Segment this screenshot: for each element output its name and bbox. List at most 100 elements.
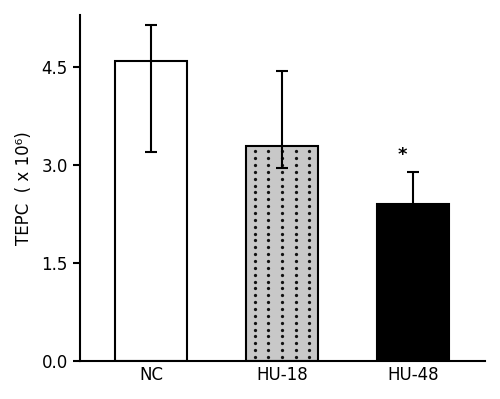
Point [250, 306, 258, 312]
Point [278, 148, 286, 154]
Point [264, 237, 272, 244]
Point [306, 272, 314, 278]
Point [278, 265, 286, 271]
Point [278, 155, 286, 161]
Point [250, 333, 258, 340]
Point [306, 320, 314, 326]
Point [278, 285, 286, 292]
Point [278, 182, 286, 189]
Point [292, 244, 300, 251]
Point [264, 285, 272, 292]
Point [278, 210, 286, 216]
Point [292, 176, 300, 182]
Point [306, 189, 314, 196]
Point [278, 292, 286, 298]
Point [250, 196, 258, 203]
Point [292, 292, 300, 298]
Point [278, 237, 286, 244]
Point [306, 237, 314, 244]
Point [264, 148, 272, 154]
Y-axis label: TEPC  ( x 10⁶): TEPC ( x 10⁶) [15, 131, 33, 245]
Point [278, 320, 286, 326]
Point [250, 169, 258, 175]
Point [306, 306, 314, 312]
Point [264, 258, 272, 264]
Point [278, 272, 286, 278]
Point [292, 354, 300, 360]
Point [292, 196, 300, 203]
Point [264, 306, 272, 312]
Point [306, 176, 314, 182]
Point [264, 244, 272, 251]
Point [292, 251, 300, 257]
Point [278, 333, 286, 340]
Point [306, 244, 314, 251]
Point [292, 347, 300, 354]
Point [250, 162, 258, 168]
Point [250, 258, 258, 264]
Point [250, 189, 258, 196]
Point [250, 326, 258, 333]
Point [264, 251, 272, 257]
Point [264, 333, 272, 340]
Point [292, 230, 300, 237]
Point [264, 182, 272, 189]
Bar [246, 146, 318, 361]
Point [250, 203, 258, 209]
Point [250, 354, 258, 360]
Point [306, 217, 314, 223]
Point [264, 292, 272, 298]
Point [264, 313, 272, 319]
Point [292, 189, 300, 196]
Point [306, 354, 314, 360]
Point [278, 230, 286, 237]
Point [292, 210, 300, 216]
Text: *: * [398, 146, 407, 164]
Point [264, 272, 272, 278]
Point [306, 333, 314, 340]
Point [292, 340, 300, 346]
Point [250, 347, 258, 354]
Point [306, 162, 314, 168]
Point [278, 217, 286, 223]
Point [306, 148, 314, 154]
Point [264, 176, 272, 182]
Point [306, 313, 314, 319]
Point [250, 210, 258, 216]
Point [278, 162, 286, 168]
Point [306, 223, 314, 230]
Point [264, 340, 272, 346]
Point [264, 230, 272, 237]
Point [250, 340, 258, 346]
Point [250, 313, 258, 319]
Point [306, 169, 314, 175]
Point [306, 196, 314, 203]
Point [306, 347, 314, 354]
Point [278, 347, 286, 354]
Point [278, 313, 286, 319]
Point [250, 223, 258, 230]
Point [278, 258, 286, 264]
Point [306, 285, 314, 292]
Point [292, 203, 300, 209]
Point [250, 176, 258, 182]
Point [292, 258, 300, 264]
Point [292, 162, 300, 168]
Point [264, 162, 272, 168]
Point [264, 326, 272, 333]
Point [250, 244, 258, 251]
Point [292, 223, 300, 230]
Bar [377, 204, 449, 361]
Point [264, 203, 272, 209]
Point [278, 223, 286, 230]
Point [278, 306, 286, 312]
Point [278, 244, 286, 251]
Point [306, 251, 314, 257]
Point [278, 299, 286, 305]
Point [250, 285, 258, 292]
Point [264, 265, 272, 271]
Point [250, 230, 258, 237]
Point [264, 169, 272, 175]
Bar [116, 61, 188, 361]
Point [264, 217, 272, 223]
